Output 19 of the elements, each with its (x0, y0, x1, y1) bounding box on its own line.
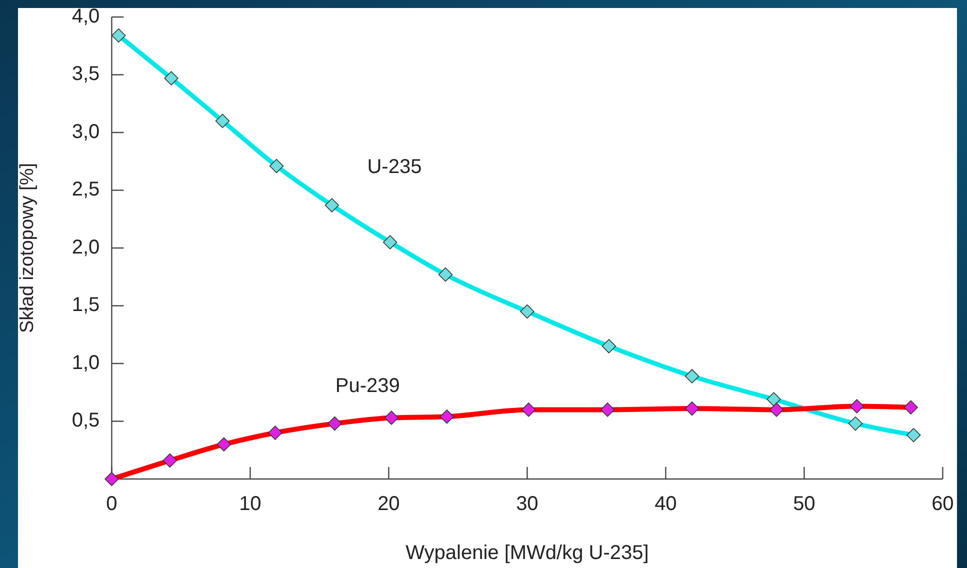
x-tick-label: 60 (932, 493, 954, 515)
x-tick-label: 0 (106, 493, 118, 515)
series-label: U-235 (367, 156, 422, 178)
series-label: Pu-239 (335, 374, 400, 397)
y-tick-label: 4,0 (72, 5, 100, 28)
y-axis-title: Skład izotopowy [%] (17, 162, 38, 334)
x-tick-label: 30 (516, 493, 538, 515)
y-tick-label: 1,5 (72, 294, 100, 316)
x-tick-label: 10 (239, 493, 262, 515)
x-tick-label: 50 (793, 493, 816, 515)
y-tick-label: 2,5 (72, 178, 100, 201)
y-tick-label: 1,0 (72, 352, 100, 374)
y-tick-label: 2,0 (72, 236, 100, 258)
y-tick-label: 3,0 (72, 120, 100, 143)
x-tick-label: 40 (654, 493, 677, 515)
y-tick-label: 3,5 (72, 63, 100, 86)
x-tick-label: 20 (378, 493, 400, 515)
y-tick-label: 0,5 (72, 410, 100, 432)
x-axis-title: Wypalenie [MWd/kg U-235] (406, 542, 649, 564)
